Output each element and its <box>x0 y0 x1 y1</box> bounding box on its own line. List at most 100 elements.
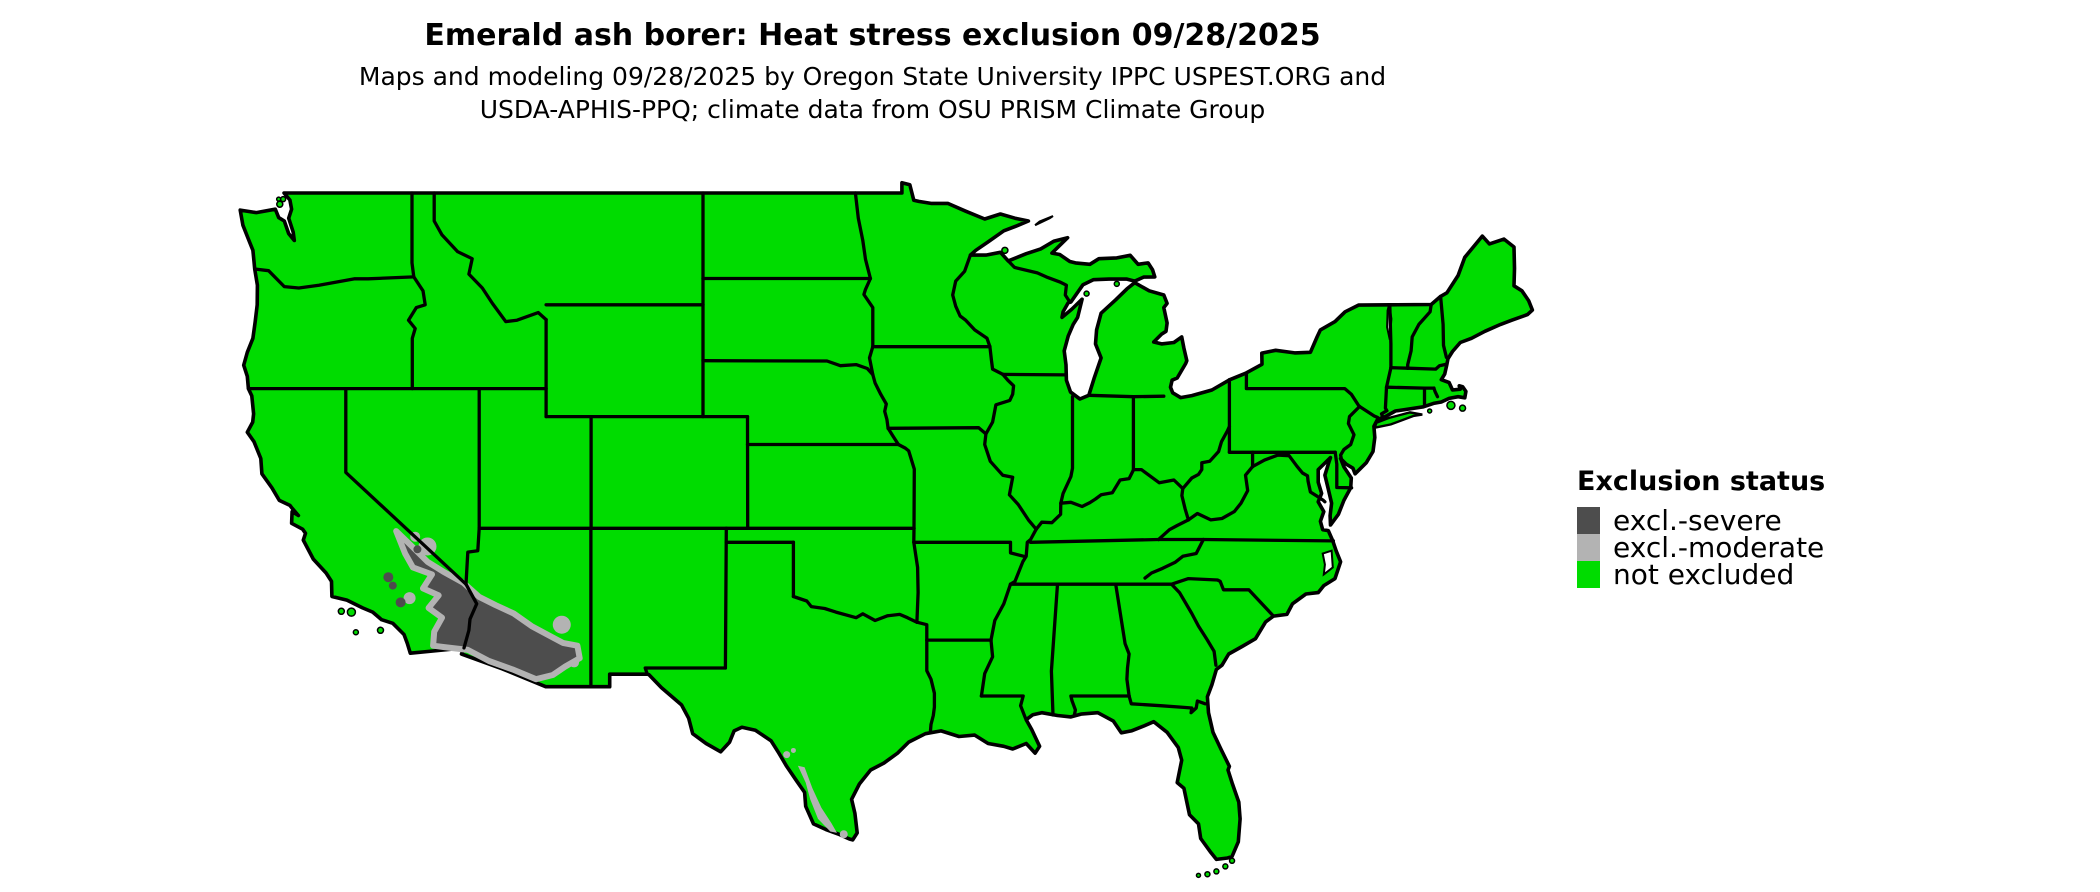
state-border <box>410 191 416 279</box>
state-border <box>643 666 728 676</box>
state-border <box>896 442 916 530</box>
pamlico-sound <box>1321 549 1334 577</box>
state-border <box>1008 527 1038 586</box>
state-border <box>1379 366 1393 419</box>
severe-swatch <box>1577 507 1600 534</box>
state-border <box>1338 404 1362 461</box>
moderate-exclusion-patch <box>790 747 796 753</box>
moderate-exclusion-patch <box>783 751 791 759</box>
state-border <box>1156 518 1191 542</box>
state-border <box>1432 386 1440 399</box>
state-border <box>1001 372 1069 377</box>
moderate-exclusion-patch <box>403 592 416 605</box>
state-border <box>1333 450 1354 490</box>
state-border <box>1127 694 1207 715</box>
state-border <box>1049 582 1060 717</box>
severe-exclusion-patch <box>413 545 422 554</box>
state-border <box>983 372 1038 531</box>
state-border <box>1169 582 1218 667</box>
moderate-exclusion-region-texas <box>797 765 837 833</box>
state-border <box>344 386 468 586</box>
state-border <box>886 426 988 436</box>
subtitle-line-2: USDA-APHIS-PPQ; climate data from OSU PR… <box>479 95 1266 124</box>
island <box>1426 408 1433 414</box>
state-border <box>406 275 427 391</box>
state-border <box>1028 537 1161 544</box>
state-border <box>1059 395 1075 505</box>
state-border <box>791 594 919 624</box>
state-border <box>1156 537 1336 543</box>
state-border <box>1169 576 1276 618</box>
state-border <box>1406 302 1433 370</box>
legend: Exclusion status excl.-severe excl.-mode… <box>1577 466 1826 591</box>
figure-title: Emerald ash borer: Heat stress exclusion… <box>424 18 1321 53</box>
island <box>337 607 346 616</box>
state-border <box>867 345 890 430</box>
moderate-exclusion-patch <box>839 830 848 839</box>
state-border <box>464 526 481 586</box>
island <box>346 607 357 617</box>
state-border <box>1389 366 1410 370</box>
island <box>376 626 385 635</box>
state-border <box>1406 362 1448 371</box>
state-border <box>1438 294 1449 359</box>
island <box>1228 857 1236 865</box>
moderate-exclusion-patch <box>552 615 571 634</box>
state-border <box>989 582 1013 642</box>
state-border <box>862 276 875 349</box>
island <box>1458 404 1467 412</box>
subtitle-line-1: Maps and modeling 09/28/2025 by Oregon S… <box>358 62 1387 91</box>
severe-exclusion-patch <box>383 572 394 583</box>
state-border <box>1114 582 1131 698</box>
legend-item-moderate: excl.-moderate <box>1577 531 1825 564</box>
nation-outline <box>238 180 1535 862</box>
island <box>1222 863 1229 870</box>
not-excluded-label: not excluded <box>1613 558 1795 591</box>
state-border <box>1250 453 1327 504</box>
moderate-label: excl.-moderate <box>1613 531 1825 564</box>
state-border <box>1384 385 1436 390</box>
state-border <box>886 426 901 447</box>
not-excluded-swatch <box>1577 561 1600 588</box>
state-border <box>951 253 992 349</box>
state-border <box>723 526 728 670</box>
state-border <box>701 359 875 377</box>
island <box>1001 246 1009 255</box>
island <box>1204 870 1211 878</box>
figure-subtitle: Maps and modeling 09/28/2025 by Oregon S… <box>0 60 1745 126</box>
island <box>275 196 282 202</box>
long-island <box>1373 411 1423 430</box>
state-border <box>1143 537 1206 580</box>
island <box>1213 868 1220 875</box>
state-border <box>253 267 416 290</box>
island <box>1113 280 1121 288</box>
state-border <box>462 582 479 650</box>
isle-royale <box>1034 215 1054 227</box>
island <box>352 629 360 636</box>
state-border <box>1357 404 1380 420</box>
state-border <box>912 540 1026 558</box>
state-border <box>1180 486 1191 522</box>
state-border <box>979 694 1028 720</box>
moderate-swatch <box>1577 534 1600 561</box>
state-border <box>432 191 548 324</box>
state-border <box>1069 694 1131 718</box>
state-border <box>1006 259 1072 304</box>
severe-exclusion-patch <box>395 597 406 608</box>
state-border <box>979 638 995 698</box>
state-border <box>1388 303 1393 370</box>
state-border <box>1087 393 1166 399</box>
severe-exclusion-region <box>393 528 583 683</box>
state-border <box>1186 464 1255 522</box>
state-border <box>912 526 920 624</box>
state-border <box>988 345 1005 377</box>
island <box>1083 290 1090 297</box>
legend-item-not-excluded: not excluded <box>1577 558 1825 591</box>
state-border <box>853 191 873 281</box>
severe-label: excl.-severe <box>1613 504 1782 537</box>
legend-item-severe: excl.-severe <box>1577 504 1825 537</box>
island <box>1446 400 1456 411</box>
legend-title: Exclusion status <box>1577 466 1826 497</box>
